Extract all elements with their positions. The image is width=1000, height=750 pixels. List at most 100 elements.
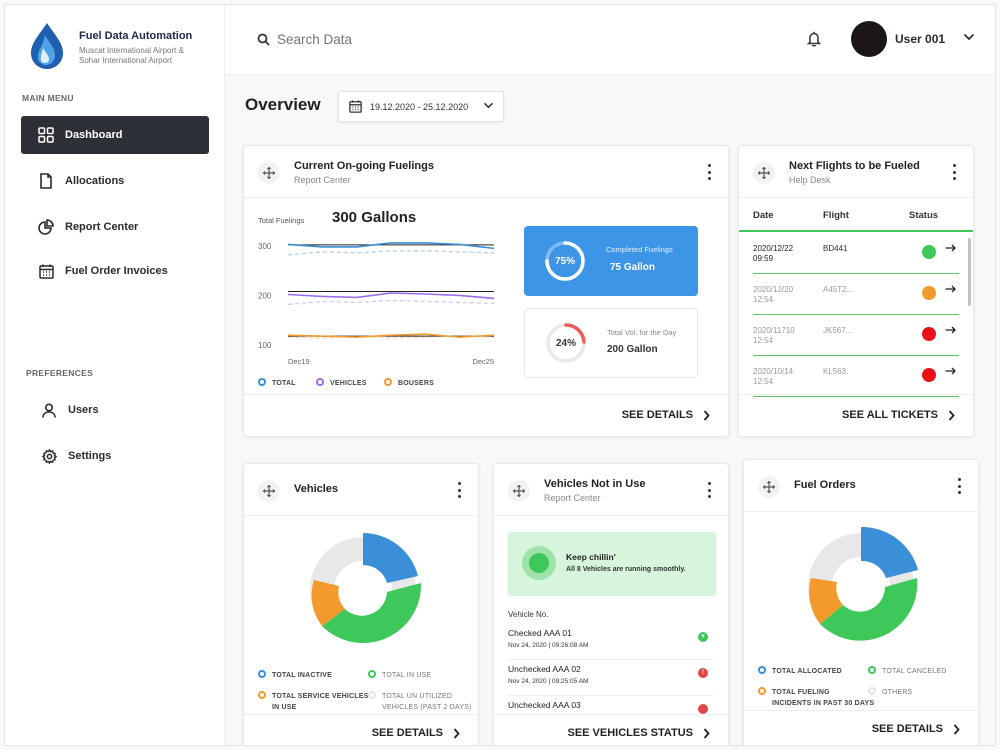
column-header: Flight (823, 210, 849, 221)
legend-item: VEHICLES (316, 378, 367, 389)
user-icon (40, 401, 58, 419)
series-line (287, 292, 495, 300)
move-icon[interactable] (758, 476, 780, 498)
legend-label: TOTAL IN USE (382, 672, 432, 679)
volume-percent: 24% (555, 338, 576, 349)
flight-date: 2020/10/14 12:54 (753, 367, 813, 387)
sidebar-item-fuel-order-invoices[interactable]: Fuel Order Invoices (21, 252, 209, 290)
arrow-right-icon[interactable] (945, 244, 956, 252)
flight-date: 2020/11710 12:54 (753, 326, 813, 346)
ring-progress (546, 323, 586, 363)
completed-label: Completed Fuelings (606, 245, 673, 254)
table-row[interactable]: 2020/11710 12:54 JK567... (739, 316, 973, 358)
flight-date-time: 12:54 (753, 295, 774, 304)
sidebar-item-users[interactable]: Users (24, 391, 212, 429)
table-row[interactable]: 2020/12/22 09:59 BD441 (739, 234, 973, 276)
card-title: Fuel Orders (794, 479, 856, 491)
flight-date-time: 12:54 (753, 336, 774, 345)
chevron-right-icon (953, 723, 960, 735)
row-divider (753, 396, 959, 397)
chevron-down-icon[interactable] (963, 33, 975, 41)
card-header: Vehicles (244, 464, 478, 516)
row-divider (753, 355, 959, 356)
flight-date-time: 12:54 (753, 377, 774, 386)
arrow-right-icon[interactable] (945, 285, 956, 293)
search-input[interactable] (277, 29, 577, 49)
move-icon[interactable] (258, 162, 280, 184)
completed-fuelings-tile[interactable]: 75% Completed Fuelings 75 Gallon (524, 226, 698, 296)
list-item[interactable]: Checked AAA 01 Nov 24, 2020 | 09:26:08 AM… (508, 624, 714, 660)
column-header: Date (753, 210, 774, 221)
legend-dot (316, 378, 324, 386)
sidebar-item-dashboard[interactable]: Dashboard (21, 116, 209, 154)
avatar[interactable] (851, 21, 887, 57)
arrow-right-icon[interactable] (945, 367, 956, 375)
series-dashed-line (287, 335, 495, 339)
legend-label: TOTAL FUELING INCIDENTS IN PAST 30 DAYS (772, 687, 874, 709)
see-details-label: SEE DETAILS (621, 409, 693, 421)
legend-label: TOTAL SERVICE VEHICLES IN USE (272, 691, 368, 713)
legend-label: TOTAL CANCELED (882, 668, 947, 675)
see-details-label: SEE DETAILS (371, 727, 443, 739)
legend-label: TOTAL (272, 380, 296, 387)
series-dashed-line (287, 250, 495, 256)
scrollbar[interactable] (968, 238, 971, 306)
list-item[interactable]: Unchecked AAA 02 Nov 24, 2020 | 09:25:05 … (508, 660, 714, 696)
move-icon[interactable] (508, 480, 530, 502)
see-all-tickets-link[interactable]: SEE ALL TICKETS (842, 409, 955, 421)
chevron-right-icon (703, 409, 710, 421)
see-vehicles-status-link[interactable]: SEE VEHICLES STATUS (567, 727, 710, 739)
gear-icon (40, 447, 58, 465)
status-badge: ▾ (698, 632, 708, 642)
arrow-right-icon[interactable] (945, 326, 956, 334)
series-dashed-line (287, 299, 495, 306)
card-subtitle: Report Center (294, 175, 351, 185)
more-options-icon[interactable] (706, 164, 712, 180)
legend-item: TOTAL INACTIVE (258, 670, 332, 681)
move-icon[interactable] (753, 162, 775, 184)
sidebar-item-label: Report Center (65, 221, 139, 233)
username[interactable]: User 001 (895, 32, 946, 46)
more-options-icon[interactable] (956, 478, 962, 494)
more-options-icon[interactable] (951, 164, 957, 180)
table-row[interactable]: 2020/12/20 12:54 A45T2... (739, 275, 973, 317)
legend-item: TOTAL CANCELED (868, 666, 947, 677)
bell-icon[interactable] (807, 31, 821, 47)
preferences-label: PREFERENCES (26, 368, 94, 378)
table-row[interactable]: 2020/10/14 12:54 KL563. (739, 357, 973, 399)
legend-dot (758, 666, 766, 674)
donut-segment-service (311, 580, 345, 626)
fuel-orders-card: Fuel Orders TOTAL ALLOCATED TOTAL CANCEL… (743, 459, 979, 745)
status-dot (922, 286, 936, 300)
more-options-icon[interactable] (456, 482, 462, 498)
fuel-orders-donut-chart (808, 526, 918, 641)
see-details-link[interactable]: SEE DETAILS (372, 727, 460, 739)
card-footer: SEE ALL TICKETS (739, 394, 973, 436)
flight-date-day: 2020/11710 (753, 326, 795, 335)
sidebar-item-allocations[interactable]: Allocations (21, 162, 209, 200)
completed-progress-ring (545, 241, 585, 281)
card-footer: SEE DETAILS (244, 714, 478, 745)
flight-number: A45T2... (823, 285, 854, 294)
sidebar-item-settings[interactable]: Settings (24, 437, 212, 475)
card-header: Current On-going Fuelings Report Center (244, 146, 728, 198)
document-icon (37, 172, 55, 190)
flight-date-day: 2020/12/20 (753, 285, 794, 294)
vehicle-name: Unchecked AAA 02 (508, 664, 581, 674)
total-volume-tile[interactable]: 24% Total Vol. for the Day 200 Gallon (524, 308, 698, 378)
more-options-icon[interactable] (706, 482, 712, 498)
legend-item: TOTAL SERVICE VEHICLES IN USE (258, 691, 368, 713)
sidebar-item-label: Settings (68, 450, 112, 462)
brand-title: Fuel Data Automation (79, 30, 193, 42)
see-details-link[interactable]: SEE DETAILS (872, 723, 960, 735)
flight-number: BD441 (823, 244, 848, 253)
sidebar-item-report-center[interactable]: Report Center (21, 208, 209, 246)
see-details-link[interactable]: SEE DETAILS (622, 409, 710, 421)
vehicles-donut-chart (310, 533, 422, 644)
date-range-picker[interactable]: 19.12.2020 - 25.12.2020 (338, 91, 504, 122)
legend-label-line: VEHICLES (PAST 2 DAYS) (382, 704, 472, 711)
move-icon[interactable] (258, 480, 280, 502)
flight-number: KL563. (823, 367, 849, 376)
completed-percent: 75% (554, 256, 575, 267)
donut-segment-inactive (363, 533, 418, 583)
